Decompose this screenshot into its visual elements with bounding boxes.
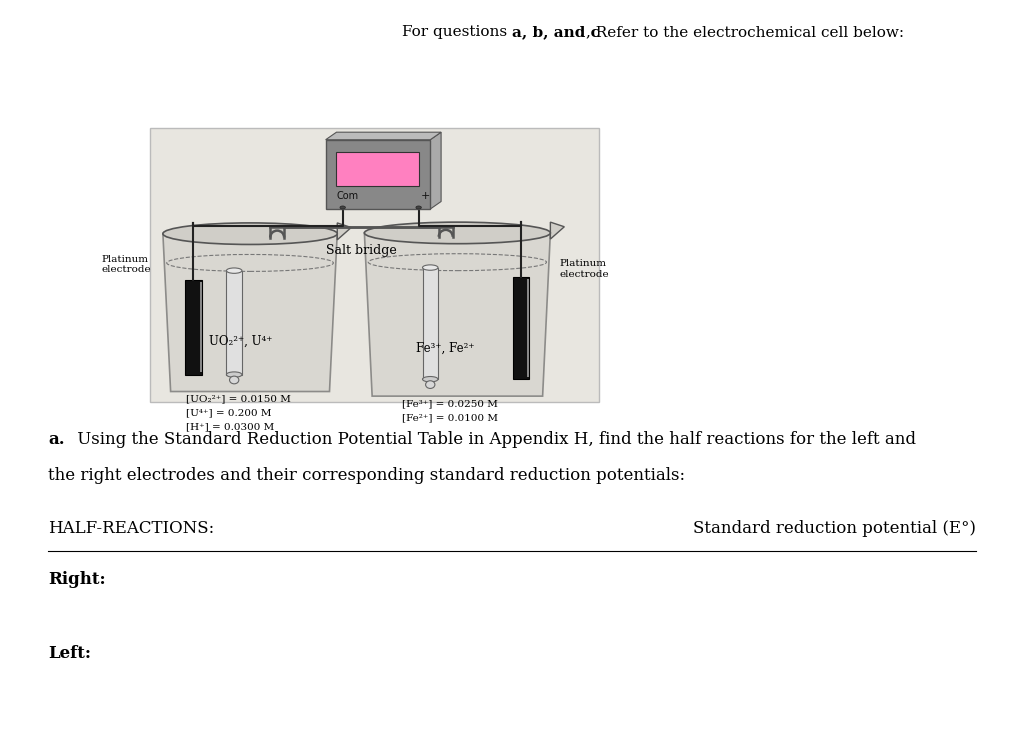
Bar [226, 270, 242, 375]
Text: [Fe²⁺] = 0.0100 M: [Fe²⁺] = 0.0100 M [401, 413, 498, 422]
Text: UO₂²⁺, U⁴⁺: UO₂²⁺, U⁴⁺ [209, 335, 272, 348]
Text: Using the Standard Reduction Potential Table in Appendix H, find the half reacti: Using the Standard Reduction Potential T… [72, 431, 915, 448]
Polygon shape [550, 222, 564, 239]
Text: [UO₂²⁺] = 0.0150 M: [UO₂²⁺] = 0.0150 M [186, 395, 291, 404]
Polygon shape [163, 233, 337, 391]
Text: Platinum
electrode: Platinum electrode [560, 259, 609, 279]
Text: Salt bridge: Salt bridge [326, 244, 397, 256]
Ellipse shape [163, 223, 337, 245]
Text: Platinum
electrode: Platinum electrode [101, 255, 152, 274]
Polygon shape [184, 280, 202, 375]
Ellipse shape [423, 376, 438, 382]
Text: +: + [421, 191, 430, 201]
Text: [Fe³⁺] = 0.0250 M: [Fe³⁺] = 0.0250 M [401, 399, 498, 408]
Text: Com: Com [337, 191, 358, 201]
Ellipse shape [416, 206, 421, 209]
Text: the right electrodes and their corresponding standard reduction potentials:: the right electrodes and their correspon… [48, 467, 685, 484]
Ellipse shape [229, 376, 239, 384]
FancyBboxPatch shape [337, 152, 420, 186]
Ellipse shape [226, 372, 242, 377]
Polygon shape [337, 223, 351, 240]
Polygon shape [326, 132, 441, 140]
Text: Fe³⁺, Fe²⁺: Fe³⁺, Fe²⁺ [417, 342, 475, 355]
Text: Right:: Right: [48, 571, 105, 588]
Text: [U⁴⁺] = 0.200 M: [U⁴⁺] = 0.200 M [186, 408, 271, 417]
Ellipse shape [365, 222, 550, 244]
Ellipse shape [226, 268, 242, 273]
Text: Left:: Left: [48, 645, 91, 662]
Text: [H⁺] = 0.0300 M: [H⁺] = 0.0300 M [186, 422, 274, 431]
Polygon shape [430, 132, 441, 209]
Text: Standard reduction potential (E°): Standard reduction potential (E°) [693, 520, 976, 537]
Polygon shape [200, 282, 202, 372]
Text: For questions: For questions [402, 25, 512, 39]
Polygon shape [365, 233, 550, 396]
Text: HALF-REACTIONS:: HALF-REACTIONS: [48, 520, 214, 537]
FancyBboxPatch shape [150, 128, 599, 402]
Polygon shape [527, 279, 528, 377]
Ellipse shape [426, 381, 435, 388]
Text: a, b, and c: a, b, and c [512, 25, 600, 39]
FancyBboxPatch shape [326, 140, 430, 209]
Bar [423, 268, 438, 379]
Ellipse shape [340, 206, 345, 209]
Text: , Refer to the electrochemical cell below:: , Refer to the electrochemical cell belo… [586, 25, 904, 39]
Polygon shape [513, 277, 528, 379]
Ellipse shape [423, 265, 438, 270]
Text: a.: a. [48, 431, 65, 448]
